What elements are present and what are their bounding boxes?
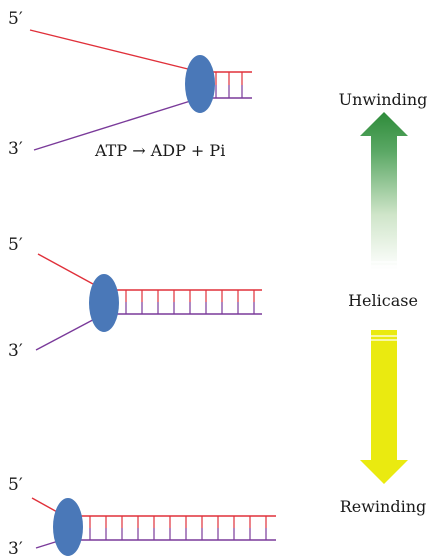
three-prime-label-1: 3′	[8, 139, 23, 159]
five-prime-label-1: 5′	[8, 9, 23, 29]
five-prime-label-3: 5′	[8, 475, 23, 495]
helicase-icon-1	[185, 55, 215, 113]
unwinding-label: Unwinding	[339, 90, 428, 109]
top-strand-1	[29, 29, 201, 73]
helicase-icon-2	[89, 274, 119, 332]
three-prime-label-3: 3′	[8, 539, 23, 558]
dna-panel-3: 5′ 3′	[8, 475, 276, 558]
dna-panel-1: 5′ 3′	[8, 9, 252, 159]
unwinding-arrow-icon	[360, 112, 408, 270]
helicase-icon-3	[53, 498, 83, 556]
bottom-strand-1	[33, 97, 201, 151]
duplex-3	[68, 515, 276, 541]
five-prime-label-2: 5′	[8, 235, 23, 255]
duplex-2	[104, 289, 262, 315]
rewinding-arrow-icon	[360, 330, 408, 484]
atp-equation: ATP → ADP + Pi	[94, 141, 225, 160]
helicase-label: Helicase	[348, 291, 418, 310]
three-prime-label-2: 3′	[8, 341, 23, 361]
rewinding-label: Rewinding	[340, 497, 427, 516]
dna-panel-2: 5′ 3′	[8, 235, 262, 361]
